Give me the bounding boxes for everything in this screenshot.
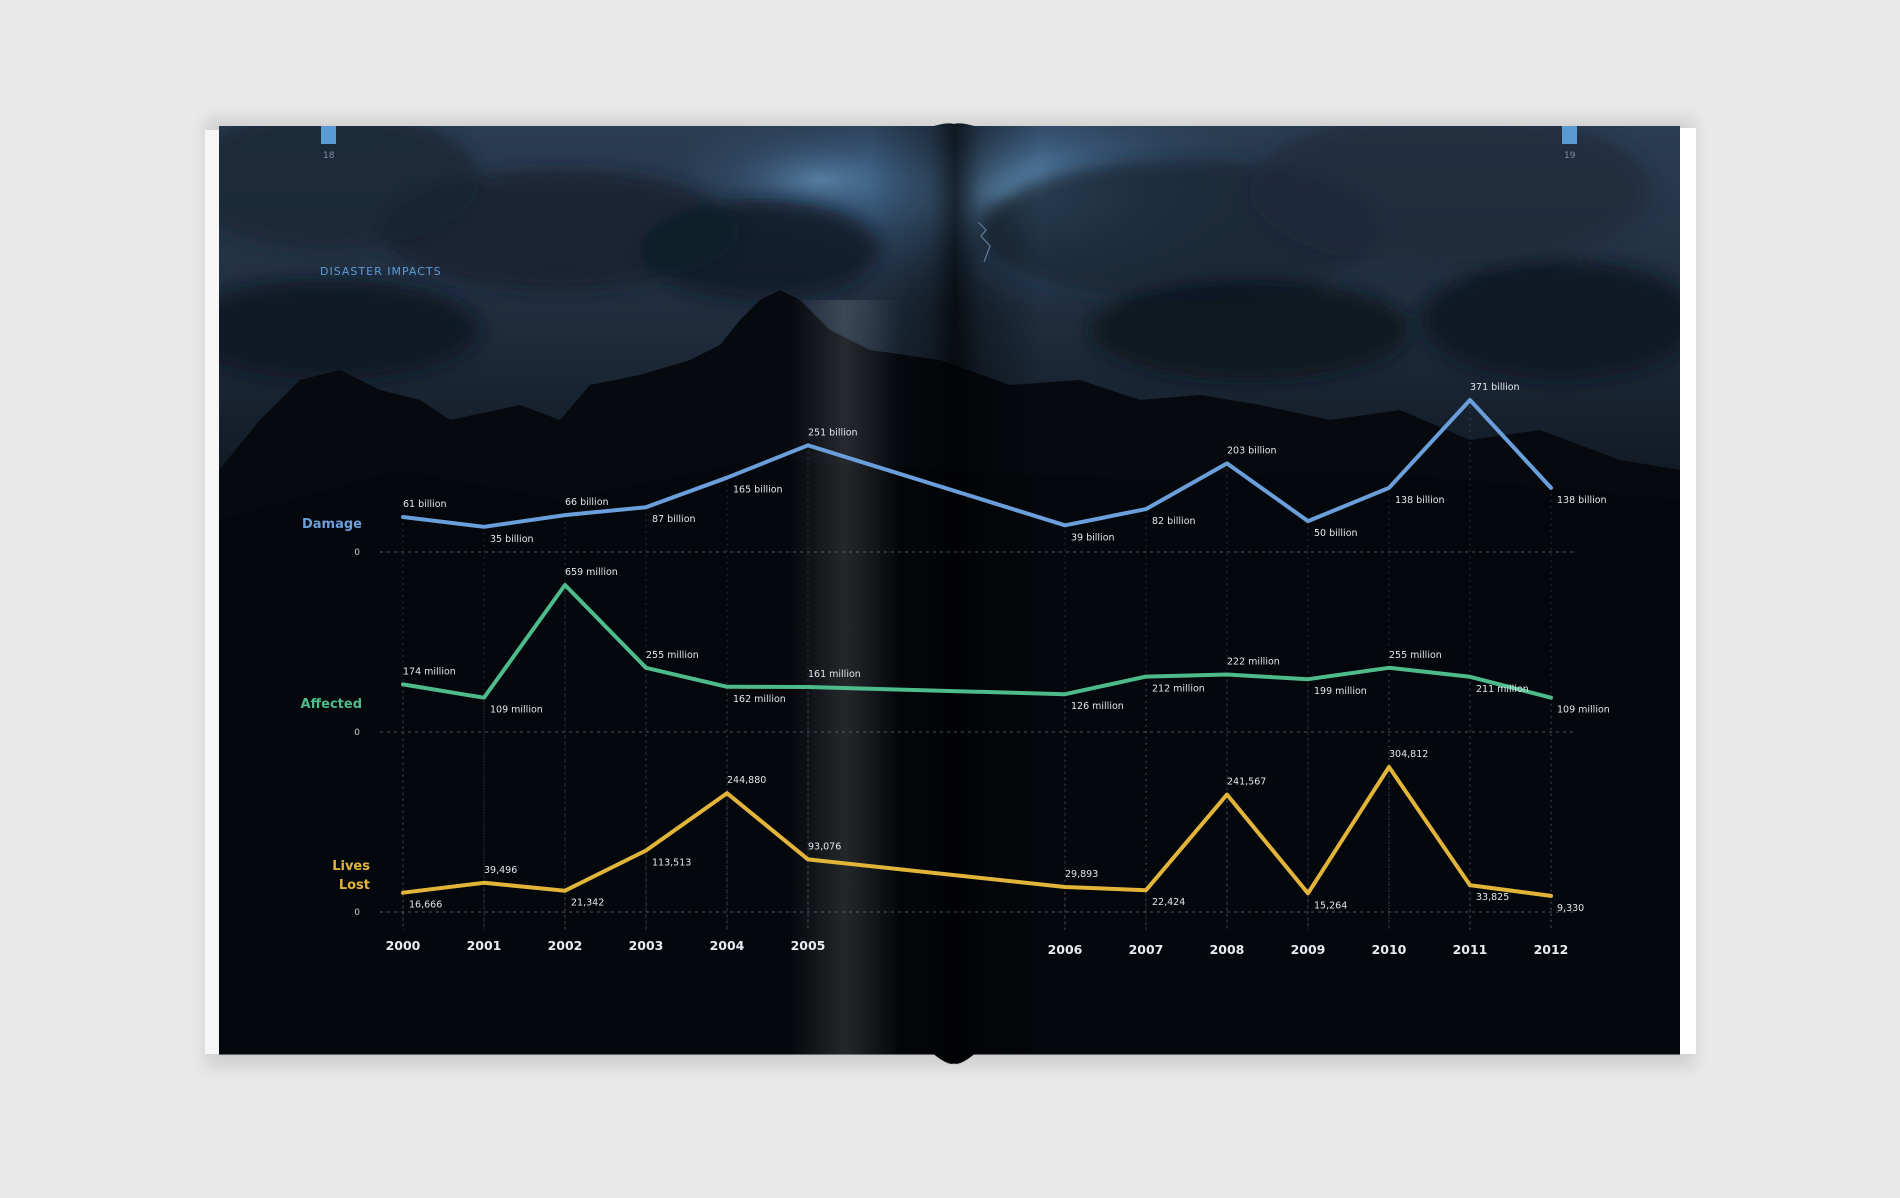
page-bottom-edge bbox=[219, 1054, 1680, 1065]
data-label: 165 billion bbox=[733, 485, 783, 496]
data-label: 33,825 bbox=[1476, 892, 1509, 903]
data-label: 255 million bbox=[1389, 650, 1442, 661]
data-label: 162 million bbox=[733, 694, 786, 705]
data-label: 212 million bbox=[1152, 684, 1205, 695]
data-label: 203 billion bbox=[1227, 445, 1277, 456]
x-tick-label: 2003 bbox=[629, 938, 664, 953]
x-tick-label: 2006 bbox=[1048, 942, 1083, 957]
data-label: 61 billion bbox=[403, 499, 447, 510]
left-page-number: 18 bbox=[323, 151, 335, 161]
data-label: 222 million bbox=[1227, 657, 1280, 668]
data-label: 211 million bbox=[1476, 684, 1529, 695]
data-label: 66 billion bbox=[565, 497, 609, 508]
series-line-2 bbox=[401, 765, 1553, 898]
series-line-0 bbox=[401, 398, 1553, 529]
data-label: 22,424 bbox=[1152, 897, 1185, 908]
data-label: 109 million bbox=[1557, 705, 1610, 716]
data-label: 199 million bbox=[1314, 686, 1367, 697]
data-label: 251 billion bbox=[808, 427, 858, 438]
data-label: 126 million bbox=[1071, 701, 1124, 712]
data-label: 39 billion bbox=[1071, 532, 1115, 543]
x-tick-label: 2010 bbox=[1372, 942, 1407, 957]
x-tick-label: 2004 bbox=[710, 938, 745, 953]
x-tick-label: 2001 bbox=[467, 938, 502, 953]
data-label: 87 billion bbox=[652, 514, 696, 525]
series-name: Damage bbox=[302, 517, 362, 532]
x-tick-label: 2005 bbox=[791, 938, 826, 953]
page-edge-left bbox=[205, 130, 221, 1054]
right-page-number: 19 bbox=[1564, 151, 1576, 161]
right-page-tab bbox=[1562, 126, 1577, 144]
data-label: 29,893 bbox=[1065, 869, 1098, 880]
data-label: 9,330 bbox=[1557, 903, 1584, 914]
zero-label: 0 bbox=[354, 548, 360, 558]
x-tick-label: 2009 bbox=[1291, 942, 1326, 957]
storm-clouds bbox=[219, 123, 1680, 380]
x-tick-label: 2007 bbox=[1129, 942, 1164, 957]
series-name: Lives bbox=[332, 859, 370, 874]
series-name: Lost bbox=[339, 878, 370, 893]
page-sheen bbox=[790, 300, 900, 1060]
left-page-tab bbox=[321, 126, 336, 144]
zero-label: 0 bbox=[354, 728, 360, 738]
data-label: 174 million bbox=[403, 666, 456, 677]
data-label: 109 million bbox=[490, 705, 543, 716]
page-background bbox=[219, 123, 1680, 1065]
data-label: 255 million bbox=[646, 650, 699, 661]
data-label: 16,666 bbox=[409, 900, 442, 911]
series-line-1 bbox=[401, 583, 1553, 700]
zero-label: 0 bbox=[354, 908, 360, 918]
data-label: 241,567 bbox=[1227, 777, 1266, 788]
data-label: 371 billion bbox=[1470, 382, 1520, 393]
data-label: 15,264 bbox=[1314, 900, 1347, 911]
data-label: 304,812 bbox=[1389, 749, 1428, 760]
data-label: 93,076 bbox=[808, 841, 841, 852]
data-label: 113,513 bbox=[652, 857, 691, 868]
data-label: 39,496 bbox=[484, 865, 517, 876]
series-name: Affected bbox=[301, 697, 362, 712]
data-label: 659 million bbox=[565, 567, 618, 578]
data-label: 82 billion bbox=[1152, 516, 1196, 527]
data-label: 35 billion bbox=[490, 534, 534, 545]
x-tick-label: 2008 bbox=[1210, 942, 1245, 957]
data-label: 21,342 bbox=[571, 898, 604, 909]
section-title: DISASTER IMPACTS bbox=[320, 265, 442, 278]
data-label: 138 billion bbox=[1395, 495, 1445, 506]
x-tick-label: 2011 bbox=[1453, 942, 1488, 957]
x-tick-label: 2002 bbox=[548, 938, 583, 953]
x-tick-label: 2000 bbox=[386, 938, 421, 953]
data-label: 50 billion bbox=[1314, 528, 1358, 539]
data-label: 244,880 bbox=[727, 775, 766, 786]
data-label: 161 million bbox=[808, 669, 861, 680]
disaster-impact-chart: 0 61 billion 35 billion 66 billion 87 billio… bbox=[301, 382, 1610, 957]
x-tick-label: 2012 bbox=[1534, 942, 1569, 957]
data-label: 138 billion bbox=[1557, 495, 1607, 506]
page-edge-right bbox=[1680, 128, 1696, 1054]
